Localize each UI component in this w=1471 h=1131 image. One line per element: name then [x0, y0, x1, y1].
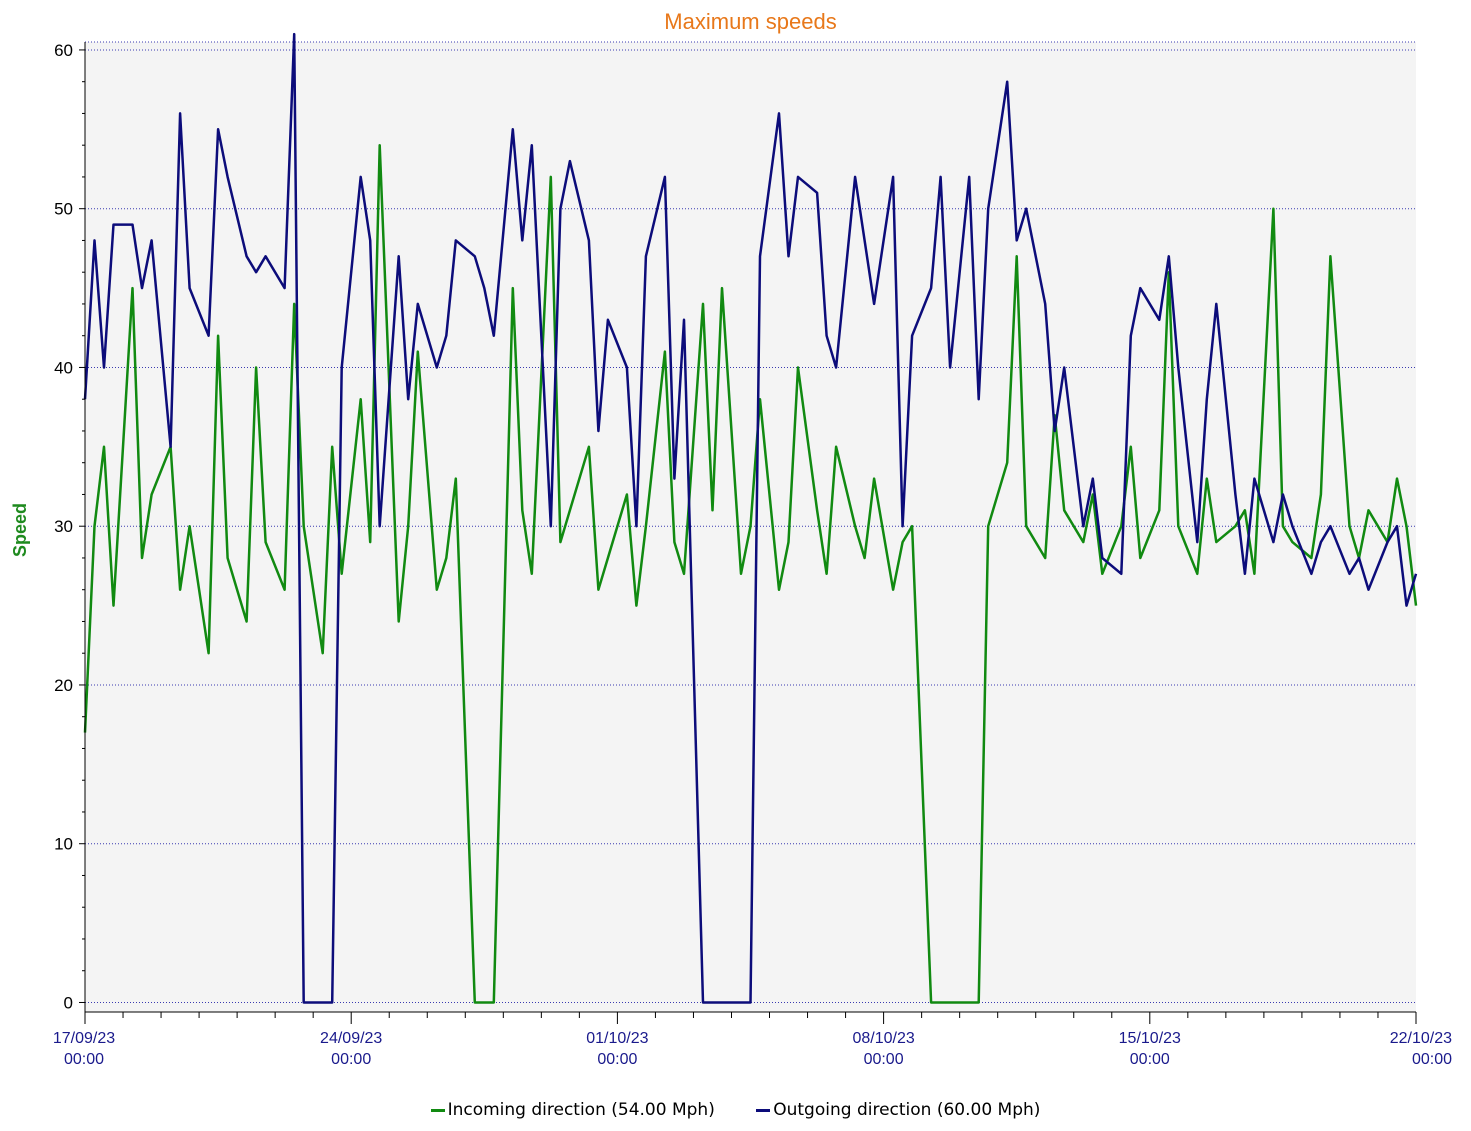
- legend-swatch-incoming: [430, 1108, 445, 1112]
- xtick-label-time-2: 00:00: [597, 1051, 637, 1068]
- legend-swatch-outgoing: [756, 1108, 771, 1112]
- series-layer: [83, 32, 1418, 1004]
- xtick-label-time-0: 00:00: [64, 1051, 104, 1068]
- ytick-label-40: 40: [54, 358, 73, 377]
- legend-item-incoming: Incoming direction (54.00 Mph): [430, 1100, 715, 1120]
- ytick-label-20: 20: [54, 676, 73, 695]
- xtick-label-time-4: 00:00: [1130, 1051, 1170, 1068]
- xtick-label-time-3: 00:00: [864, 1051, 904, 1068]
- y-axis-label: Speed: [10, 503, 30, 557]
- axes: 0 10 20 30 40 50 60 17/09/23 00:00 24/09/23 00:00 0…: [53, 41, 1452, 1068]
- legend-label-incoming: Incoming direction (54.00 Mph): [447, 1100, 715, 1120]
- xtick-label-date-0: 17/09/23: [53, 1030, 115, 1047]
- xtick-label-date-1: 24/09/23: [320, 1030, 382, 1047]
- ytick-label-0: 0: [64, 993, 73, 1012]
- xtick-label-date-3: 08/10/23: [852, 1030, 914, 1047]
- legend-label-outgoing: Outgoing direction (60.00 Mph): [773, 1100, 1041, 1120]
- ytick-label-30: 30: [54, 517, 73, 536]
- xtick-label-date-5: 22/10/23: [1390, 1030, 1452, 1047]
- legend-item-outgoing: Outgoing direction (60.00 Mph): [756, 1100, 1040, 1120]
- xtick-label-date-2: 01/10/23: [586, 1030, 648, 1047]
- ytick-label-10: 10: [54, 835, 73, 854]
- legend: Incoming direction (54.00 Mph) Outgoing …: [0, 1100, 1471, 1120]
- chart-title: Maximum speeds: [664, 9, 836, 34]
- xtick-label-time-5: 00:00: [1412, 1051, 1452, 1068]
- xtick-label-time-1: 00:00: [331, 1051, 371, 1068]
- xtick-label-date-4: 15/10/23: [1119, 1030, 1181, 1047]
- ytick-label-50: 50: [54, 200, 73, 219]
- ytick-label-60: 60: [54, 41, 73, 60]
